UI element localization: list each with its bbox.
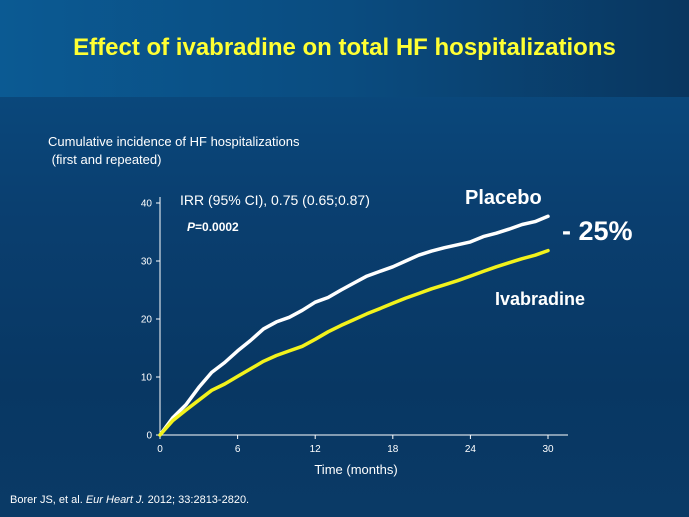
p-value-annotation: P=0.0002 bbox=[187, 220, 239, 234]
slide-title: Effect of ivabradine on total HF hospita… bbox=[73, 34, 616, 61]
p-value: =0.0002 bbox=[195, 220, 239, 234]
citation-rest: 2012; 33:2813-2820. bbox=[147, 494, 250, 506]
series-line-placebo bbox=[158, 214, 550, 437]
chart-title: Cumulative incidence of HF hospitalizati… bbox=[48, 134, 300, 167]
reduction-annotation: - 25% bbox=[562, 216, 633, 246]
citation-journal: Eur Heart J. bbox=[85, 494, 145, 506]
title-band bbox=[0, 0, 689, 97]
series-label-placebo: Placebo bbox=[465, 187, 542, 209]
y-tick-label: 20 bbox=[141, 315, 153, 326]
y-tick-label: 10 bbox=[141, 373, 153, 384]
citation-authors: Borer JS, et al. bbox=[10, 494, 83, 506]
chart-ticks: 0 6 12 18 24 30 0 10 20 30 40 bbox=[141, 199, 554, 456]
x-tick-label: 30 bbox=[542, 444, 554, 455]
chart-series bbox=[158, 214, 550, 437]
x-tick-label: 6 bbox=[235, 444, 241, 455]
series-line-ivabradine bbox=[158, 248, 550, 437]
x-tick-label: 24 bbox=[465, 444, 477, 455]
y-tick-label: 40 bbox=[141, 199, 153, 210]
y-tick-label: 0 bbox=[146, 431, 152, 442]
y-tick-label: 30 bbox=[141, 257, 153, 268]
citation: Borer JS, et al. Eur Heart J. 2012; 33:2… bbox=[10, 494, 249, 506]
chart-axes bbox=[159, 197, 568, 436]
x-tick-label: 0 bbox=[157, 444, 163, 455]
x-tick-label: 12 bbox=[310, 444, 322, 455]
irr-annotation: IRR (95% CI), 0.75 (0.65;0.87) bbox=[180, 192, 370, 208]
series-label-ivabradine: Ivabradine bbox=[495, 289, 585, 309]
p-label: P bbox=[187, 220, 196, 234]
x-tick-label: 18 bbox=[387, 444, 399, 455]
x-axis-label: Time (months) bbox=[314, 462, 397, 477]
